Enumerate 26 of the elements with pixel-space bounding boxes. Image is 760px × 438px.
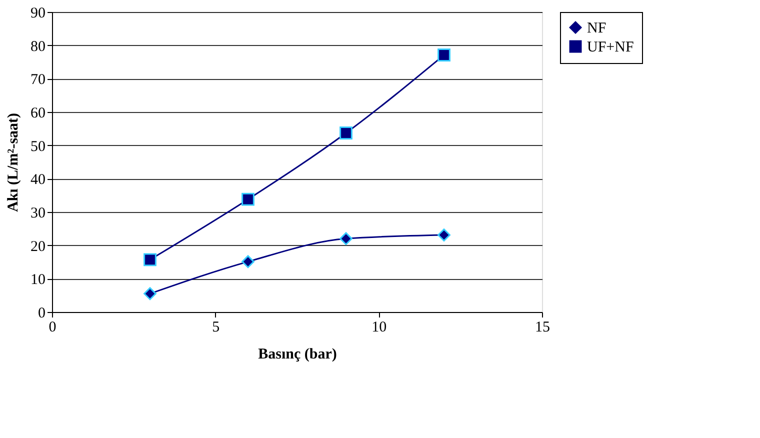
point: [242, 192, 254, 206]
x-tick-label: 15: [535, 320, 550, 336]
x-tick-label: 10: [372, 320, 387, 336]
point: [242, 255, 254, 268]
x-tick-label: 5: [212, 320, 220, 336]
y-tick-label: 40: [30, 172, 46, 188]
x-tick-label: 0: [48, 320, 56, 336]
point: [438, 48, 450, 62]
legend-label: NF: [587, 20, 606, 36]
point: [438, 228, 450, 242]
point: [144, 287, 156, 300]
x-axis-title: Basınç (bar): [258, 346, 337, 362]
y-tick-label: 70: [30, 72, 46, 88]
y-tick-label: 20: [30, 238, 46, 255]
legend-label: UF+NF: [587, 40, 634, 56]
y-tick-label: 10: [30, 272, 46, 288]
point: [340, 232, 352, 246]
y-tick-label: 30: [30, 206, 46, 222]
y-tick-label: 90: [30, 6, 46, 22]
y-tick-label: 50: [30, 138, 46, 155]
y-tick-label: 60: [30, 106, 46, 122]
y-axis-title: Akı (L/m²-saat): [6, 112, 22, 212]
y-tick-label: 80: [30, 38, 46, 55]
point: [144, 253, 156, 266]
y-tick-label: 0: [38, 306, 46, 322]
point: [340, 126, 352, 140]
